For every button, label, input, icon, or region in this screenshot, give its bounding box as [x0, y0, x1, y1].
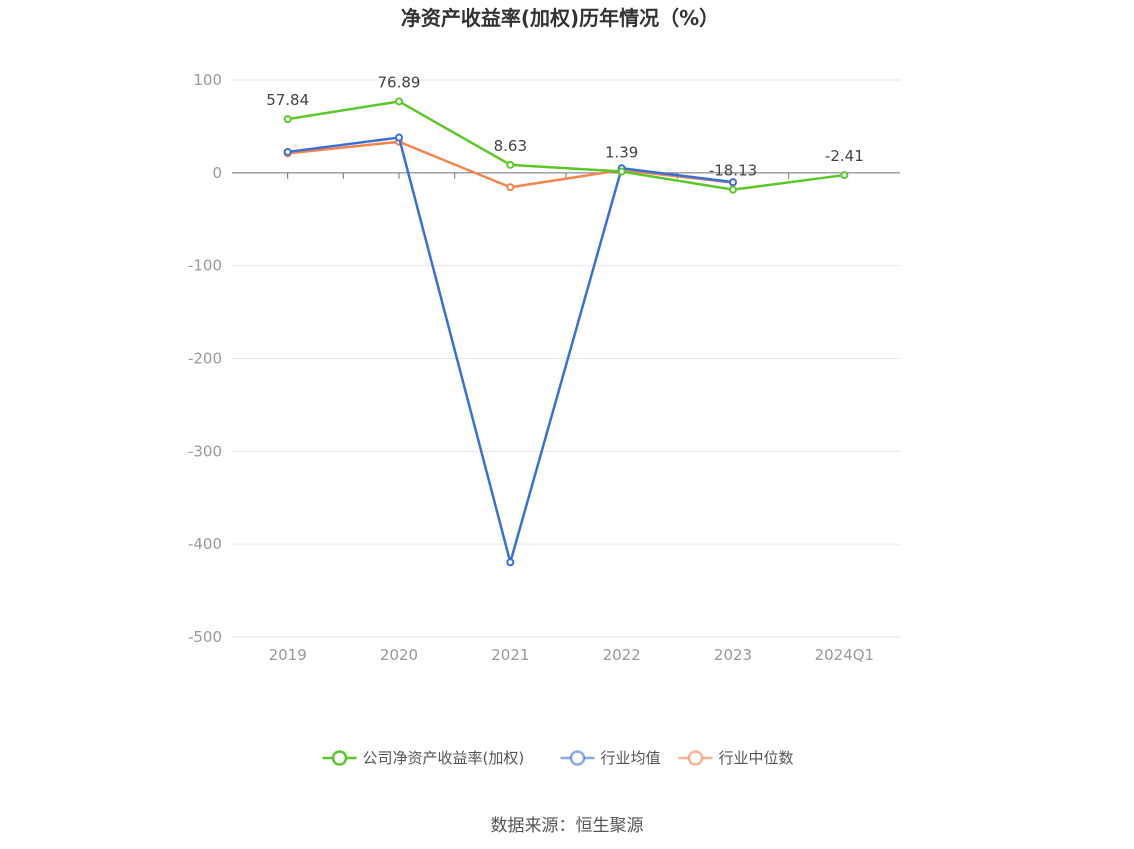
legend-item: 行业均值 — [560, 749, 661, 767]
x-tick-label: 2022 — [603, 646, 641, 664]
x-tick-label: 2023 — [714, 646, 752, 664]
data-labels: 57.84 76.89 8.63 1.39 -18.13 -2.41 — [266, 73, 864, 179]
series-layer — [283, 97, 849, 567]
x-tick-label: 2019 — [269, 646, 307, 664]
series-point — [506, 183, 515, 192]
series-point — [395, 133, 403, 142]
legend: 公司净资产收益率(加权) 行业均值 行业中位数 — [322, 749, 794, 767]
data-label: 1.39 — [605, 144, 638, 162]
data-label: -2.41 — [825, 147, 864, 165]
y-tick-label: -400 — [188, 535, 222, 553]
data-label: 8.63 — [494, 137, 527, 155]
series-line — [287, 136, 734, 564]
series-point — [617, 167, 626, 176]
legend-label: 行业中位数 — [719, 749, 794, 767]
series-point — [283, 115, 292, 124]
x-tick-label: 2021 — [491, 646, 529, 664]
x-tick-label: 2020 — [380, 646, 418, 664]
chart-title: 净资产收益率(加权)历年情况（%） — [401, 6, 719, 30]
legend-label: 公司净资产收益率(加权) — [363, 749, 525, 767]
y-tick-label: -300 — [188, 442, 222, 460]
axes: 100 0 -100 -200 -300 -400 -500 2019 2020 2021 2022… — [188, 71, 900, 664]
series-point — [729, 178, 737, 187]
data-label: -18.13 — [709, 162, 757, 180]
legend-marker — [331, 750, 348, 766]
legend-item: 行业中位数 — [678, 749, 794, 767]
data-label: 76.89 — [378, 73, 421, 91]
y-tick-label: -100 — [188, 257, 222, 275]
series-point — [840, 171, 849, 180]
x-tick-label: 2024Q1 — [815, 646, 875, 664]
y-tick-label: 0 — [212, 164, 222, 182]
legend-marker — [569, 750, 586, 766]
series-point — [395, 97, 403, 106]
series-line — [287, 100, 845, 191]
legend-item: 公司净资产收益率(加权) — [322, 749, 525, 767]
y-tick-label: 100 — [193, 71, 222, 89]
series-point — [283, 147, 292, 156]
legend-label: 行业均值 — [601, 749, 661, 767]
y-tick-label: -500 — [188, 628, 222, 646]
data-label: 57.84 — [266, 91, 309, 109]
legend-marker — [687, 750, 704, 766]
y-tick-label: -200 — [188, 350, 222, 368]
series-point — [506, 558, 515, 567]
series-point — [729, 185, 737, 194]
grid — [232, 79, 900, 638]
data-source: 数据来源：恒生聚源 — [491, 816, 644, 836]
series-point — [506, 160, 515, 169]
